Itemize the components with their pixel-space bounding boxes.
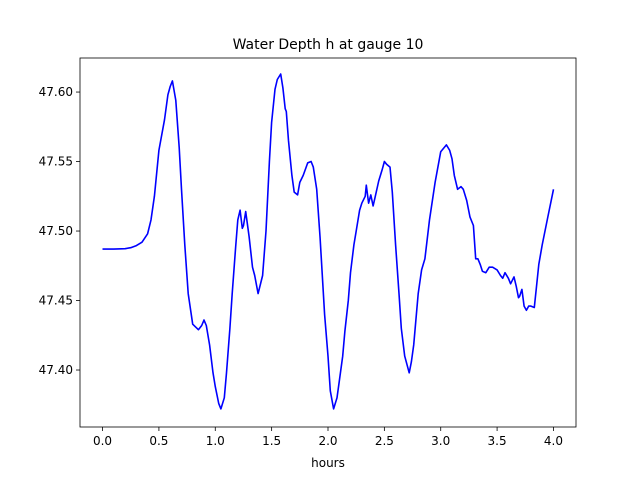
y-tick-label: 47.60 xyxy=(39,85,73,99)
plot-area: 0.0 0.5 1.0 1.5 2.0 2.5 3.0 3.5 4.0 47.40 47.45 47.… xyxy=(39,57,577,448)
axes-frame xyxy=(79,57,577,428)
x-tick-label: 0.5 xyxy=(149,434,168,448)
x-tick-label: 2.5 xyxy=(375,434,394,448)
series-line-h xyxy=(102,73,555,410)
y-tick-label: 47.50 xyxy=(39,224,73,238)
x-tick-label: 3.5 xyxy=(488,434,507,448)
y-tick-label: 47.45 xyxy=(39,294,73,308)
x-tick-label: 2.0 xyxy=(318,434,337,448)
chart-title: Water Depth h at gauge 10 xyxy=(233,37,424,53)
y-tick-label: 47.40 xyxy=(39,363,73,377)
x-axis-label: hours xyxy=(311,456,345,470)
x-tick-label: 0.0 xyxy=(93,434,112,448)
y-tick-label: 47.55 xyxy=(39,155,73,169)
x-tick-label: 4.0 xyxy=(544,434,563,448)
x-tick-label: 3.0 xyxy=(431,434,450,448)
x-tick-label: 1.0 xyxy=(206,434,225,448)
x-tick-label: 1.5 xyxy=(262,434,281,448)
